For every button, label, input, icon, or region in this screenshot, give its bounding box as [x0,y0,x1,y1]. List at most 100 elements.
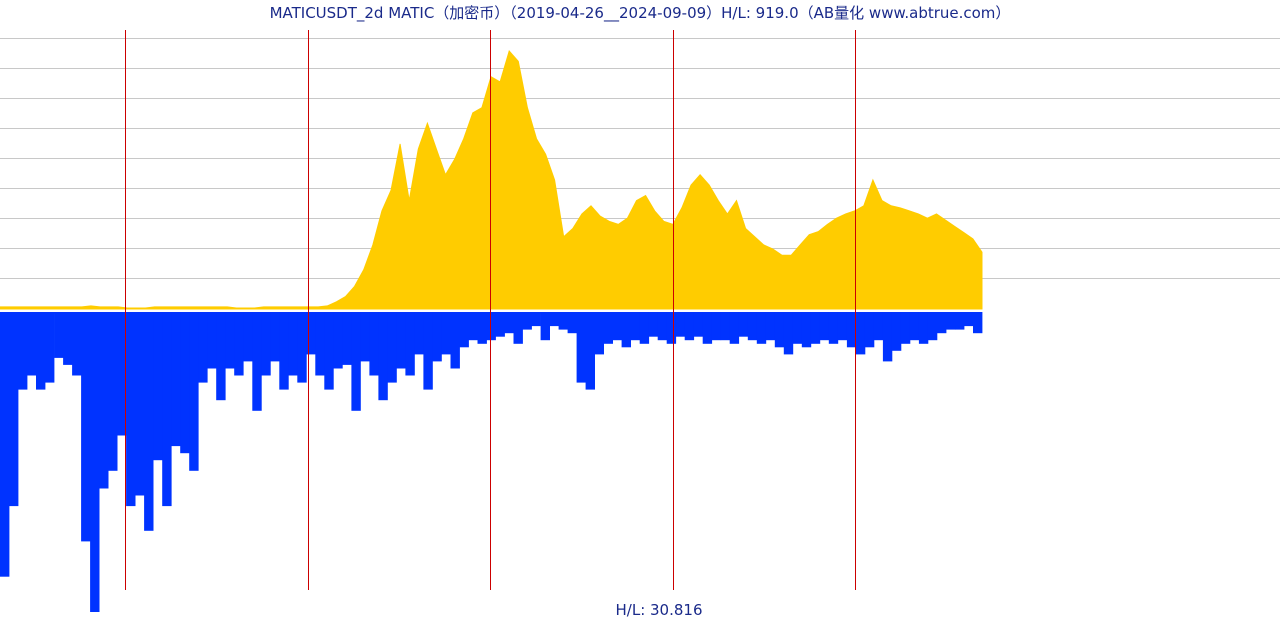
volume-bar [882,312,893,362]
volume-bar [261,312,271,376]
volume-bar [297,312,307,383]
volume-bar [873,312,884,341]
volume-bar [558,312,568,330]
volume-bar [36,312,46,390]
volume-bar [63,312,73,365]
volume-bar [279,312,289,390]
volume-bar [684,312,695,341]
volume-bar [810,312,821,344]
volume-bar [189,312,199,471]
volume-bar [955,312,965,330]
volume-bar [342,312,352,365]
volume-bar [819,312,830,341]
volume-bar [964,312,974,327]
volume-bar [946,312,956,330]
volume-bar [423,312,433,390]
volume-bar [387,312,397,383]
volume-bar [162,312,172,507]
volume-bar [126,312,136,507]
volume-bar [576,312,586,383]
volume-bar [783,312,794,355]
volume-bar [522,312,532,330]
volume-bar [72,312,82,376]
volume-bar [180,312,190,454]
volume-bar [937,312,947,334]
volume-bar [0,312,10,577]
volume-bar [153,312,163,461]
volume-bar [774,312,785,348]
volume-bar [765,312,776,341]
volume-bar [315,312,325,376]
volume-bar [450,312,460,369]
volume-bar [621,312,631,348]
volume-bar [306,312,316,355]
volume-bar [198,312,208,383]
year-marker-lines [125,30,856,590]
volume-bar [693,312,704,337]
volume-bar [405,312,415,376]
volume-bar [747,312,758,341]
volume-bar [9,312,19,507]
volume-bar [855,312,866,355]
volume-bar [45,312,55,383]
volume-bar [828,312,839,344]
volume-bar [657,312,668,341]
volume-bar [603,312,613,344]
volume-bar [504,312,514,334]
chart-footer-ratio: H/L: 30.816 [615,601,703,619]
volume-bar [117,312,127,436]
volume-bar [54,312,64,358]
volume-bar [918,312,929,344]
volume-bar [738,312,749,337]
volume-bar [846,312,857,348]
volume-bar [27,312,37,376]
volume-bar [540,312,550,341]
volume-bar [513,312,523,344]
volume-bar [630,312,640,341]
volume-bar [216,312,226,401]
volume-bar [441,312,451,355]
volume-bar [729,312,740,344]
volume-bar [99,312,109,489]
volume-bar [90,312,100,612]
volume-bar [594,312,604,355]
volume-bar [639,312,650,344]
volume-bar [495,312,505,337]
volume-bar [612,312,622,341]
volume-bar [711,312,722,341]
volume-bar [432,312,442,362]
volume-bar [531,312,541,327]
volume-bar [801,312,812,348]
volume-bar [720,312,731,341]
volume-bar [567,312,577,334]
volume-bar [459,312,469,348]
volume-bar [18,312,28,390]
volume-bar [837,312,848,341]
volume-bar [900,312,911,344]
volume-bar [675,312,686,337]
volume-bar [171,312,181,447]
chart-title: MATICUSDT_2d MATIC（加密币）（2019-04-26__2024… [269,4,1011,22]
volume-bar [468,312,478,341]
volume-bar [108,312,118,471]
volume-bar [549,312,559,327]
volume-bar [207,312,217,369]
volume-bar [648,312,659,337]
volume-bar [486,312,496,341]
volume-bar [396,312,406,369]
volume-bar [243,312,253,362]
volume-bar [369,312,379,376]
volume-bar [414,312,424,355]
volume-bar [702,312,713,344]
volume-bar [270,312,280,362]
volume-bar [585,312,595,390]
volume-bar [135,312,145,496]
volume-bar [252,312,262,411]
volume-bar [144,312,154,531]
volume-bar [324,312,334,390]
volume-bar [792,312,803,344]
volume-bar [666,312,677,344]
volume-bar [927,312,938,341]
volume-bar [909,312,920,341]
